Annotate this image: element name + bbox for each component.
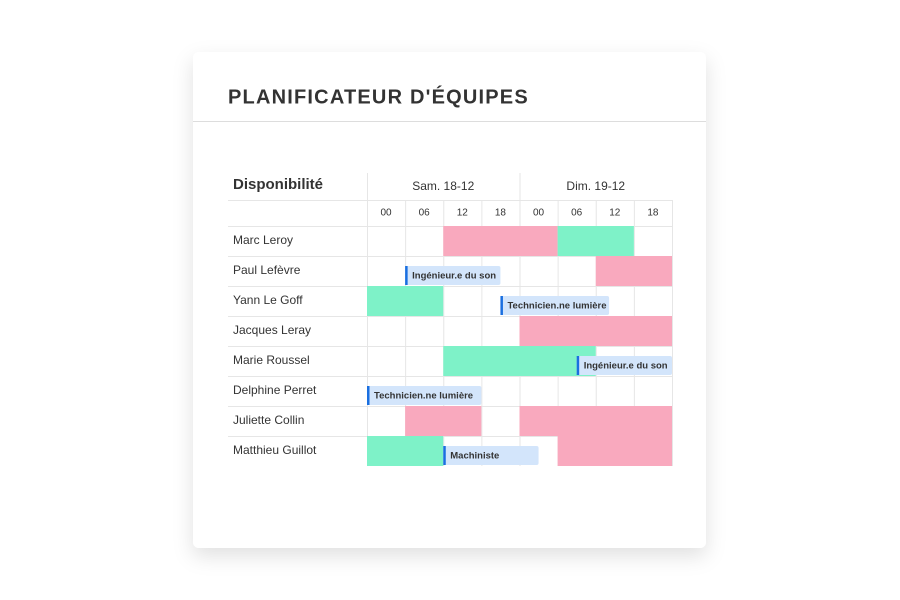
assignment-tag-edge xyxy=(576,356,580,375)
hour-label: 06 xyxy=(571,208,583,219)
assignment-label: Ingénieur.e du son xyxy=(412,271,496,282)
assignment-tag xyxy=(576,356,672,375)
assignment-tag-edge xyxy=(367,386,370,405)
hour-label: 00 xyxy=(533,208,545,219)
assignment-label: Technicien.ne lumière xyxy=(374,391,473,402)
availability-block xyxy=(367,436,444,466)
availability-block xyxy=(405,406,482,436)
hour-label: 12 xyxy=(609,208,621,219)
employee-name: Matthieu Guillot xyxy=(233,443,317,457)
availability-block xyxy=(443,226,558,256)
availability-block xyxy=(519,316,672,346)
hour-label: 06 xyxy=(419,208,431,219)
assignment-tag xyxy=(405,266,501,285)
assignment-tag-edge xyxy=(500,296,503,315)
assignment-tag-edge xyxy=(405,266,408,285)
hour-label: 12 xyxy=(457,208,469,219)
availability-block xyxy=(443,346,596,376)
assignment-label: Technicien.ne lumière xyxy=(507,301,606,312)
employee-name: Marc Leroy xyxy=(233,233,293,247)
employee-name: Jacques Leray xyxy=(233,323,311,337)
assignment-label: Ingénieur.e du son xyxy=(584,361,668,372)
assignment-tag xyxy=(443,446,539,465)
assignment-tag-edge xyxy=(443,446,446,465)
employee-name: Juliette Collin xyxy=(233,413,304,427)
assignment-label: Machiniste xyxy=(450,451,499,462)
day-label: Sam. 18-12 xyxy=(412,179,474,193)
availability-block xyxy=(519,406,672,436)
assignment-tag xyxy=(500,296,610,315)
title: PLANIFICATEUR D'ÉQUIPES xyxy=(228,85,529,108)
availability-block xyxy=(367,286,444,316)
availability-block xyxy=(557,436,672,466)
column-title: Disponibilité xyxy=(233,176,323,193)
day-label: Dim. 19-12 xyxy=(566,179,625,193)
employee-name: Yann Le Goff xyxy=(233,293,303,307)
assignment-tag xyxy=(367,386,482,405)
employee-name: Paul Lefèvre xyxy=(233,263,301,277)
hour-label: 18 xyxy=(495,208,507,219)
hour-label: 18 xyxy=(647,208,659,219)
employee-name: Marie Roussel xyxy=(233,353,310,367)
hour-label: 00 xyxy=(381,208,393,219)
employee-name: Delphine Perret xyxy=(233,383,317,397)
availability-block xyxy=(595,256,672,286)
availability-block xyxy=(557,226,634,256)
